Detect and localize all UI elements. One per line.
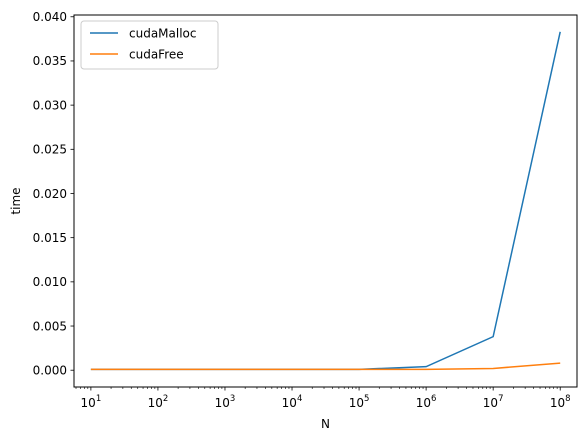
y-tick-label: 0.040 bbox=[33, 10, 67, 24]
x-tick-label-exp: 3 bbox=[230, 394, 235, 404]
y-tick-label: 0.010 bbox=[33, 275, 67, 289]
y-tick-label: 0.015 bbox=[33, 231, 67, 245]
x-tick-label-base: 10 bbox=[81, 396, 96, 410]
x-tick-label: 104 bbox=[282, 394, 303, 410]
x-axis: 101 102 103 104 105 106 107 108 bbox=[75, 387, 571, 410]
x-tick-label: 102 bbox=[148, 394, 169, 410]
x-tick-label-exp: 6 bbox=[431, 394, 436, 404]
y-tick-label: 0.005 bbox=[33, 319, 67, 333]
x-tick-label: 107 bbox=[483, 394, 504, 410]
x-tick-label-exp: 5 bbox=[364, 394, 369, 404]
legend-label: cudaMalloc bbox=[129, 26, 197, 40]
x-tick-label: 108 bbox=[550, 394, 571, 410]
y-axis-label: time bbox=[9, 187, 23, 214]
series-line-cudaFree bbox=[90, 362, 561, 371]
x-tick-label-base: 10 bbox=[483, 396, 498, 410]
x-tick-label-base: 10 bbox=[148, 396, 163, 410]
x-axis-label: N bbox=[321, 417, 330, 431]
x-tick-label-base: 10 bbox=[416, 396, 431, 410]
y-tick-label: 0.020 bbox=[33, 187, 67, 201]
y-axis: 0.000 0.005 0.010 0.015 0.020 0.025 0.030 0.035… bbox=[33, 10, 74, 378]
x-tick-label-base: 10 bbox=[215, 396, 230, 410]
x-tick-label: 103 bbox=[215, 394, 236, 410]
x-tick-label-exp: 8 bbox=[565, 394, 570, 404]
x-tick-label-exp: 1 bbox=[96, 394, 101, 404]
legend-label: cudaFree bbox=[129, 47, 184, 61]
x-tick-label-exp: 2 bbox=[163, 394, 168, 404]
x-tick-label-base: 10 bbox=[282, 396, 297, 410]
x-tick-label: 106 bbox=[416, 394, 437, 410]
x-tick-label-base: 10 bbox=[550, 396, 565, 410]
x-tick-label-exp: 4 bbox=[297, 394, 302, 404]
y-tick-label: 0.030 bbox=[33, 98, 67, 112]
x-tick-label-base: 10 bbox=[349, 396, 364, 410]
y-tick-label: 0.025 bbox=[33, 143, 67, 157]
plot-frame bbox=[73, 14, 578, 388]
x-tick-label: 105 bbox=[349, 394, 370, 410]
x-tick-label: 101 bbox=[81, 394, 102, 410]
x-tick-label-exp: 7 bbox=[498, 394, 503, 404]
y-tick-label: 0.000 bbox=[33, 364, 67, 378]
y-tick-label: 0.035 bbox=[33, 54, 67, 68]
plot-area bbox=[90, 31, 561, 371]
legend: cudaMalloc cudaFree bbox=[80, 20, 219, 70]
